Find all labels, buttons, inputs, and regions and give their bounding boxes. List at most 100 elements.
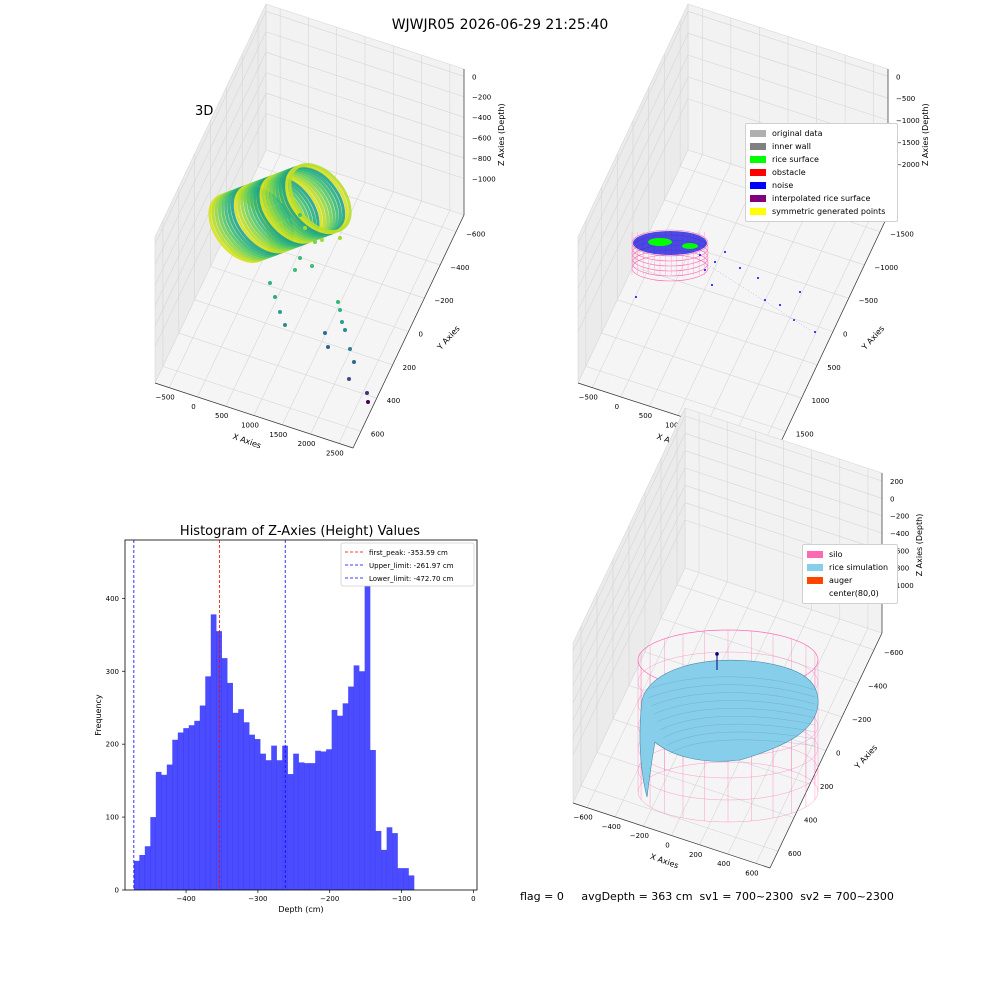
histogram-bar <box>331 709 338 890</box>
p2-y-tick: 500 <box>827 364 840 372</box>
noise-point <box>757 277 759 279</box>
p1-x-tick: 500 <box>215 412 228 420</box>
p4-z-grid <box>684 485 883 551</box>
legend-item: center(80,0) <box>807 587 893 600</box>
panel4-legend: silo rice simulation auger center(80,0) <box>802 544 898 604</box>
legend-label: rice surface <box>772 155 819 164</box>
legend-label: first_peak: -353.59 cm <box>369 549 448 557</box>
legend-swatch <box>750 143 766 150</box>
histogram-bar <box>326 749 332 890</box>
p4-z-grid <box>684 467 883 534</box>
legend-label: rice simulation <box>829 563 889 572</box>
p4-x-tick: −400 <box>602 823 621 831</box>
data-point <box>366 400 370 404</box>
histogram-bar <box>183 728 189 890</box>
p2-y-grid <box>585 366 786 432</box>
p2-x-tick: 0 <box>615 403 619 411</box>
data-point <box>268 281 272 285</box>
histogram-bar <box>188 725 195 890</box>
p1-y-tick: 0 <box>419 331 423 339</box>
p2-z-grid <box>577 98 689 333</box>
data-point <box>340 320 344 324</box>
auger-head <box>715 652 719 656</box>
p2-x-tick: −500 <box>579 394 598 402</box>
p1-z-grid <box>154 72 267 306</box>
histogram-bar <box>205 676 211 890</box>
p4-y-tick: 400 <box>804 817 817 825</box>
x-tick-label: 0 <box>471 895 475 903</box>
data-point <box>326 345 330 349</box>
histogram-bar <box>309 763 316 890</box>
p4-y-grid <box>660 618 859 684</box>
p2-z-grid <box>577 33 689 267</box>
p2-z-grid <box>687 32 889 99</box>
histogram-bar <box>353 665 360 890</box>
data-point <box>310 264 314 268</box>
data-point <box>338 308 342 312</box>
figure-title: WJWJR05 2026-06-29 21:25:40 <box>391 17 609 33</box>
data-point <box>278 310 282 314</box>
p1-z-grid <box>154 52 267 286</box>
legend-item: interpolated rice surface <box>750 192 893 205</box>
p1-z-grid <box>265 113 465 179</box>
legend-swatch <box>807 551 823 558</box>
p1-x-axis-line <box>154 382 354 449</box>
histogram-bar <box>254 739 261 890</box>
panel1-point-cloud <box>208 163 370 404</box>
histogram-bar <box>210 614 217 890</box>
p1-y-grid <box>194 299 393 366</box>
x-tick-label: −100 <box>392 895 411 903</box>
rice-mesh <box>650 692 816 707</box>
p2-z-grid <box>577 54 689 289</box>
p4-y-label: Y Axies <box>852 743 879 771</box>
p1-y-grid <box>162 366 362 432</box>
noise-point <box>724 251 726 253</box>
data-point <box>348 347 352 351</box>
y-axis-label: Frequency <box>94 694 103 736</box>
p1-y-grid <box>210 266 409 332</box>
data-point <box>347 377 351 381</box>
legend-label: silo <box>829 550 843 559</box>
legend-swatch <box>750 208 766 215</box>
p1-x-tick: 1000 <box>241 422 259 430</box>
legend-item: obstacle <box>750 166 893 179</box>
p2-y-tick: −1500 <box>890 231 914 239</box>
data-point <box>343 328 347 332</box>
p1-y-axis-line <box>352 214 465 449</box>
x-axis-label: Depth (cm) <box>278 905 323 914</box>
p4-x-tick: 600 <box>745 869 758 877</box>
histogram-bar <box>381 849 387 890</box>
p1-x-tick: 2000 <box>298 440 316 448</box>
noise-point <box>799 291 801 293</box>
p2-z-tick: 0 <box>896 73 900 81</box>
p4-z-grid <box>572 485 686 721</box>
p1-z-label: Z Axies (Depth) <box>497 103 506 166</box>
data-point <box>352 360 356 364</box>
p4-x-axis-line <box>572 802 771 869</box>
y-tick-label: 0 <box>115 887 119 895</box>
y-tick-label: 100 <box>106 814 119 822</box>
point-ring <box>288 163 352 233</box>
histogram-bar <box>232 712 239 890</box>
histogram-legend <box>340 542 475 587</box>
legend-item: symmetric generated points <box>750 205 893 218</box>
p4-z-tick: −800 <box>890 565 909 573</box>
y-tick-label: 300 <box>106 668 119 676</box>
p1-y-tick: −400 <box>450 264 469 272</box>
y-tick-label: 400 <box>106 595 119 603</box>
p2-z-tick: −1500 <box>896 139 920 147</box>
p1-z-tick: −600 <box>472 135 491 143</box>
histogram-bar <box>320 751 327 890</box>
x-tick-label: −200 <box>320 895 339 903</box>
legend-swatch <box>750 182 766 189</box>
data-point <box>283 323 287 327</box>
legend-item: rice simulation <box>807 561 893 574</box>
legend-swatch <box>807 577 823 584</box>
histogram-bar <box>293 753 299 890</box>
histogram-bar <box>315 750 321 890</box>
rice-surface-patch <box>648 238 672 246</box>
p4-y-tick: −400 <box>868 682 887 690</box>
noise-point <box>739 267 741 269</box>
histogram-bar <box>144 846 151 890</box>
